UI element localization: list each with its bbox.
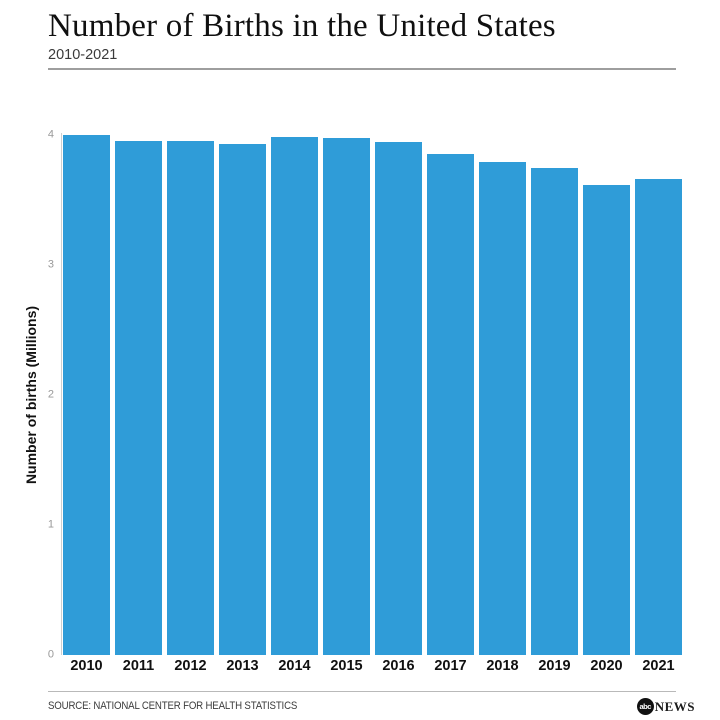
bar-2019: [531, 167, 578, 655]
chart-subtitle: 2010-2021: [48, 47, 118, 63]
bars: [63, 135, 682, 655]
y-tick-4: 4: [47, 128, 54, 141]
y-tick-0: 0: [47, 648, 54, 661]
x-tick-2015: 2015: [330, 658, 363, 674]
bar-2021: [635, 178, 682, 655]
bar-2010: [63, 135, 110, 655]
x-tick-2011: 2011: [122, 658, 155, 674]
x-tick-2014: 2014: [278, 658, 311, 674]
bar-2018: [479, 162, 526, 655]
x-tick-2012: 2012: [174, 658, 207, 674]
y-tick-2: 2: [47, 388, 54, 401]
x-tick-2019: 2019: [538, 658, 571, 674]
x-tick-2017: 2017: [434, 658, 467, 674]
bar-2013: [219, 143, 266, 655]
abc-logo-icon: abc: [636, 698, 654, 715]
chart-title: Number of Births in the United States: [48, 8, 556, 44]
x-tick-2016: 2016: [382, 658, 415, 674]
y-tick-3: 3: [47, 258, 54, 271]
x-tick-2013: 2013: [226, 658, 259, 674]
header-divider: [48, 68, 676, 70]
x-tick-2010: 2010: [70, 658, 103, 674]
y-axis-ticks: 0 1 2 3 4: [34, 129, 54, 660]
abc-news-wordmark: NEWS: [654, 698, 695, 714]
y-axis-line: [61, 133, 62, 655]
bar-2015: [323, 137, 370, 655]
bar-2016: [375, 142, 422, 655]
bar-2012: [167, 141, 214, 655]
x-tick-2018: 2018: [486, 658, 519, 674]
bar-2017: [427, 153, 474, 655]
bar-2011: [115, 140, 162, 655]
x-axis-labels: 2010 2011 2012 2013 2014 2015 2016 2017 2018 2019…: [63, 658, 682, 674]
x-tick-2020: 2020: [590, 658, 623, 674]
abc-news-logo: abc NEWS: [636, 698, 695, 715]
source-credit: SOURCE: NATIONAL CENTER FOR HEALTH STATI…: [48, 700, 298, 712]
bar-2020: [583, 185, 630, 655]
footer-divider: [48, 691, 676, 692]
y-tick-1: 1: [47, 518, 54, 531]
x-tick-2021: 2021: [642, 658, 675, 674]
bar-2014: [271, 136, 318, 655]
